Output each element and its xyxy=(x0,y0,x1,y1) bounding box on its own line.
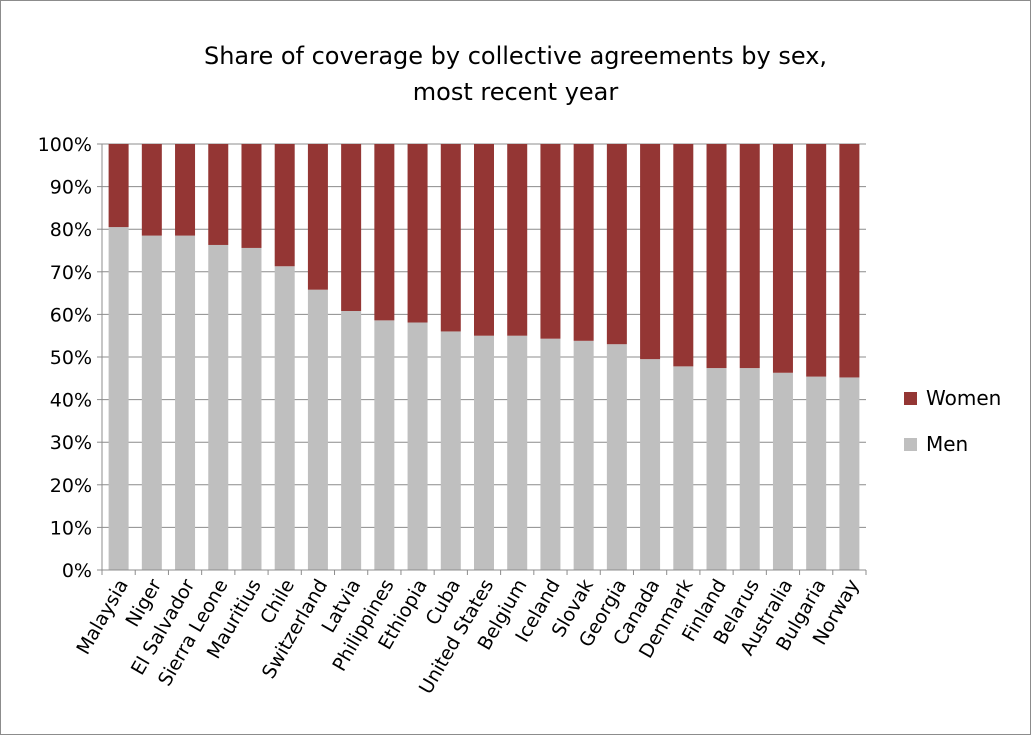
bar-men xyxy=(341,310,362,570)
y-tick-label: 100% xyxy=(38,134,92,156)
bar-women xyxy=(175,144,196,236)
bars xyxy=(108,144,860,570)
bar-women xyxy=(772,144,793,373)
bar-men xyxy=(241,247,262,570)
bar-women xyxy=(440,144,461,332)
legend-swatch-men xyxy=(904,438,917,451)
y-tick-label: 70% xyxy=(50,262,92,284)
legend: Women Men xyxy=(904,386,1001,456)
y-tick-label: 60% xyxy=(50,304,92,326)
bar-women xyxy=(806,144,827,377)
y-tick-label: 20% xyxy=(50,475,92,497)
bar-men xyxy=(507,335,528,570)
bar-men xyxy=(706,368,727,570)
bar-women xyxy=(241,144,262,248)
chart-title: Share of coverage by collective agreemen… xyxy=(0,38,1031,110)
bar-women xyxy=(141,144,162,236)
bar-men xyxy=(640,359,661,570)
y-axis-tick-labels: 0% 10% 20% 30% 40% 50% 60% 70% 80% 90% 100% xyxy=(38,134,92,582)
bar-men xyxy=(307,289,328,570)
bar-men xyxy=(839,377,860,570)
y-tick-label: 40% xyxy=(50,390,92,412)
bar-men xyxy=(573,340,594,570)
bar-women xyxy=(640,144,661,360)
bar-men xyxy=(407,322,428,570)
bar-men xyxy=(772,372,793,570)
bar-women xyxy=(208,144,229,245)
bar-women xyxy=(540,144,561,339)
bar-women xyxy=(374,144,395,321)
bar-men xyxy=(806,376,827,570)
bar-men xyxy=(141,235,162,570)
bar-women xyxy=(108,144,129,228)
bar-women xyxy=(606,144,627,345)
y-tick-label: 0% xyxy=(62,560,92,582)
bar-women xyxy=(507,144,528,336)
legend-swatch-women xyxy=(904,392,917,405)
bar-women xyxy=(573,144,594,341)
bar-women xyxy=(474,144,494,336)
bar-men xyxy=(540,338,561,570)
bar-women xyxy=(274,144,295,267)
chart-title-line-2: most recent year xyxy=(412,78,619,106)
bar-women xyxy=(673,144,694,367)
bar-men xyxy=(474,335,494,570)
bar-men xyxy=(374,320,395,570)
y-tick-label: 80% xyxy=(50,219,92,241)
bar-men xyxy=(606,344,627,570)
axes xyxy=(97,143,867,575)
bar-men xyxy=(208,244,229,570)
bar-men xyxy=(274,266,295,570)
y-tick-label: 30% xyxy=(50,432,92,454)
bar-men xyxy=(108,227,129,570)
chart-title-line-1: Share of coverage by collective agreemen… xyxy=(203,42,828,70)
bar-women xyxy=(839,144,860,378)
bar-women xyxy=(407,144,428,323)
bar-women xyxy=(341,144,362,311)
legend-label-women: Women xyxy=(926,386,1001,410)
y-tick-label: 10% xyxy=(50,517,92,539)
bar-women xyxy=(307,144,328,290)
bar-men xyxy=(739,368,760,570)
y-tick-label: 90% xyxy=(50,177,92,199)
bar-men xyxy=(175,235,196,570)
bar-women xyxy=(706,144,727,369)
legend-label-men: Men xyxy=(926,432,968,456)
y-tick-label: 50% xyxy=(50,347,92,369)
bar-women xyxy=(739,144,760,369)
bar-men xyxy=(440,331,461,570)
bar-men xyxy=(673,366,694,570)
